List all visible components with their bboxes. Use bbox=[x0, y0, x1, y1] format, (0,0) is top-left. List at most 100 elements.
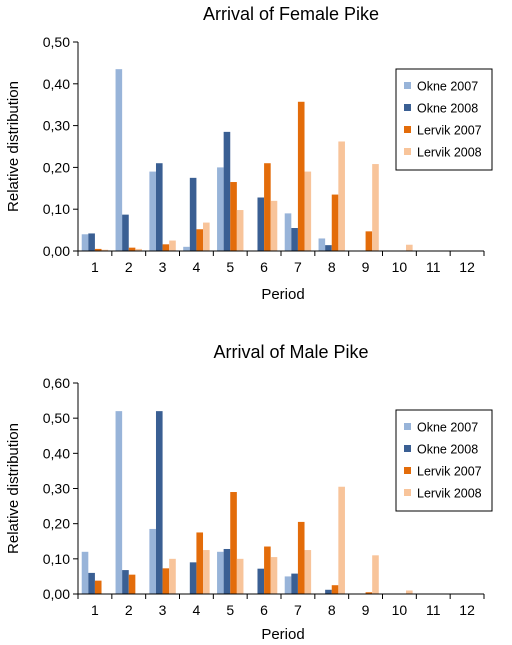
x-tick-label: 11 bbox=[426, 259, 441, 275]
y-tick-label: 0,10 bbox=[43, 201, 70, 217]
bar bbox=[217, 167, 224, 251]
bar bbox=[115, 411, 123, 594]
bar bbox=[291, 573, 298, 594]
bar bbox=[128, 574, 136, 594]
legend-label: Okne 2007 bbox=[417, 421, 478, 435]
bar bbox=[297, 521, 305, 594]
x-tick-label: 7 bbox=[294, 602, 302, 618]
bar bbox=[88, 233, 95, 251]
y-tick-label: 0,20 bbox=[43, 159, 70, 175]
x-axis-label: Period bbox=[261, 286, 304, 303]
bar bbox=[88, 572, 95, 594]
y-tick-label: 0,30 bbox=[43, 481, 70, 497]
legend-swatch bbox=[404, 423, 411, 430]
bar bbox=[223, 548, 231, 594]
legend-swatch bbox=[404, 82, 411, 89]
bar bbox=[162, 244, 170, 251]
bar bbox=[338, 141, 345, 251]
bar bbox=[230, 182, 237, 251]
legend-label: Lervik 2007 bbox=[417, 465, 482, 479]
bar bbox=[183, 246, 190, 251]
legend-label: Okne 2008 bbox=[417, 443, 478, 457]
x-tick-label: 4 bbox=[193, 602, 201, 618]
legend-box bbox=[395, 68, 493, 171]
x-tick-label: 1 bbox=[91, 259, 99, 275]
bar bbox=[372, 555, 379, 594]
bar bbox=[257, 568, 265, 594]
legend-label: Lervik 2007 bbox=[417, 124, 482, 138]
bar bbox=[270, 557, 278, 594]
legend-swatch bbox=[404, 126, 411, 133]
y-tick-label: 0,00 bbox=[43, 586, 70, 602]
x-tick-label: 8 bbox=[328, 259, 336, 275]
y-axis-label: Relative distribution bbox=[5, 423, 22, 554]
bar bbox=[236, 558, 244, 594]
x-tick-label: 3 bbox=[159, 602, 167, 618]
bar bbox=[149, 528, 156, 594]
bar bbox=[189, 562, 197, 594]
y-tick-label: 0,40 bbox=[43, 445, 70, 461]
y-tick-label: 0,00 bbox=[43, 243, 70, 259]
legend-swatch bbox=[404, 148, 411, 155]
legend: Okne 2007 Okne 2008 Lervik 2007 Lervik 2008 bbox=[395, 68, 493, 171]
legend-swatch bbox=[404, 489, 411, 496]
x-tick-label: 1 bbox=[91, 602, 99, 618]
bar bbox=[115, 69, 123, 251]
bar bbox=[169, 240, 176, 251]
bar bbox=[304, 171, 312, 251]
x-tick-label: 5 bbox=[226, 259, 234, 275]
bar bbox=[406, 590, 413, 594]
x-tick-label: 12 bbox=[459, 602, 475, 618]
bar bbox=[264, 546, 271, 594]
bar bbox=[217, 551, 224, 594]
x-tick-label: 6 bbox=[260, 259, 268, 275]
bar bbox=[406, 244, 413, 251]
x-tick-label: 10 bbox=[392, 602, 408, 618]
y-tick-label: 0,40 bbox=[43, 76, 70, 92]
bar bbox=[264, 163, 271, 251]
bar bbox=[203, 222, 210, 251]
x-tick-label: 9 bbox=[362, 259, 370, 275]
x-tick-label: 10 bbox=[392, 259, 408, 275]
bar bbox=[304, 550, 312, 594]
bar bbox=[284, 576, 292, 594]
legend: Okne 2007 Okne 2008 Lervik 2007 Lervik 2008 bbox=[395, 409, 493, 512]
bar bbox=[135, 248, 142, 251]
legend-swatch bbox=[404, 445, 411, 452]
bar bbox=[101, 249, 109, 251]
x-tick-label: 2 bbox=[125, 602, 133, 618]
bar bbox=[81, 234, 89, 251]
bar bbox=[338, 486, 345, 594]
bar bbox=[236, 210, 244, 251]
x-tick-label: 5 bbox=[226, 602, 234, 618]
y-tick-label: 0,50 bbox=[43, 410, 70, 426]
bar bbox=[94, 248, 102, 251]
bar bbox=[81, 551, 89, 594]
y-tick-label: 0,20 bbox=[43, 516, 70, 532]
chart-2: Arrival of Male Pike 0,00 0,10 0,20 0,30 0,40… bbox=[5, 342, 493, 643]
y-tick-label: 0,10 bbox=[43, 551, 70, 567]
x-tick-label: 4 bbox=[193, 259, 201, 275]
bar bbox=[189, 177, 197, 251]
y-tick-label: 0,30 bbox=[43, 118, 70, 134]
x-tick-label: 7 bbox=[294, 259, 302, 275]
chart-title: Arrival of Male Pike bbox=[213, 342, 368, 362]
bar bbox=[318, 238, 326, 251]
bar bbox=[325, 589, 332, 594]
bar bbox=[128, 247, 136, 251]
bar bbox=[284, 213, 292, 251]
x-tick-label: 2 bbox=[125, 259, 133, 275]
legend-label: Lervik 2008 bbox=[417, 487, 482, 501]
bar bbox=[270, 200, 278, 251]
y-axis-label: Relative distribution bbox=[5, 81, 22, 212]
x-tick-label: 6 bbox=[260, 602, 268, 618]
legend-swatch bbox=[404, 467, 411, 474]
chart-title: Arrival of Female Pike bbox=[203, 4, 379, 24]
y-tick-label: 0,60 bbox=[43, 375, 70, 391]
bar bbox=[149, 171, 156, 251]
bar bbox=[325, 245, 332, 251]
bar bbox=[122, 570, 129, 594]
legend-label: Okne 2007 bbox=[417, 80, 478, 94]
bar bbox=[94, 580, 102, 594]
